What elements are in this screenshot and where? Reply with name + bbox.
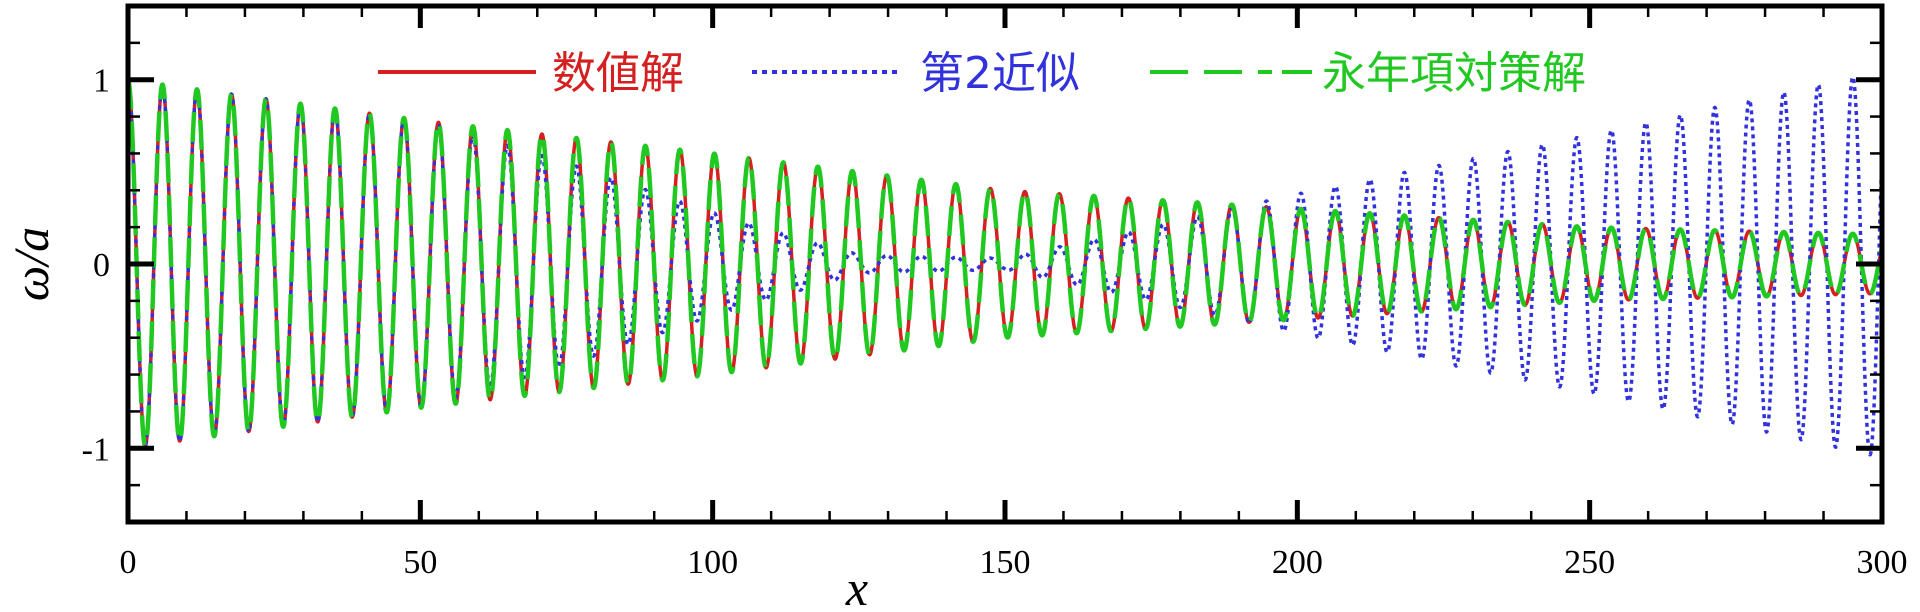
legend-label-second-approx: 第2近似: [920, 48, 1080, 99]
y-tick-label: 1: [93, 63, 110, 100]
y-tick-label: -1: [82, 431, 110, 468]
x-tick-label: 250: [1564, 544, 1615, 581]
y-axis-label: ω/a: [3, 227, 59, 301]
x-axis-label: x: [845, 560, 868, 612]
x-tick-label: 0: [120, 544, 137, 581]
x-tick-label: 150: [980, 544, 1031, 581]
x-tick-label: 50: [403, 544, 437, 581]
legend-label-numerical: 数値解: [552, 48, 684, 99]
legend: 数値解 第2近似 永年項対策解: [378, 48, 1586, 99]
series-line-3: [128, 78, 1882, 449]
x-tick-label: 300: [1857, 544, 1908, 581]
tick-labels-layer: 0 50 100 150 200 250 300 1 0 -1: [82, 63, 1908, 581]
ticks-layer: [125, 4, 1885, 524]
legend-label-secular: 永年項対策解: [1322, 48, 1586, 99]
x-tick-label: 100: [687, 544, 738, 581]
x-tick-label: 200: [1272, 544, 1323, 581]
series-layer: [128, 75, 1882, 457]
y-tick-label: 0: [93, 247, 110, 284]
